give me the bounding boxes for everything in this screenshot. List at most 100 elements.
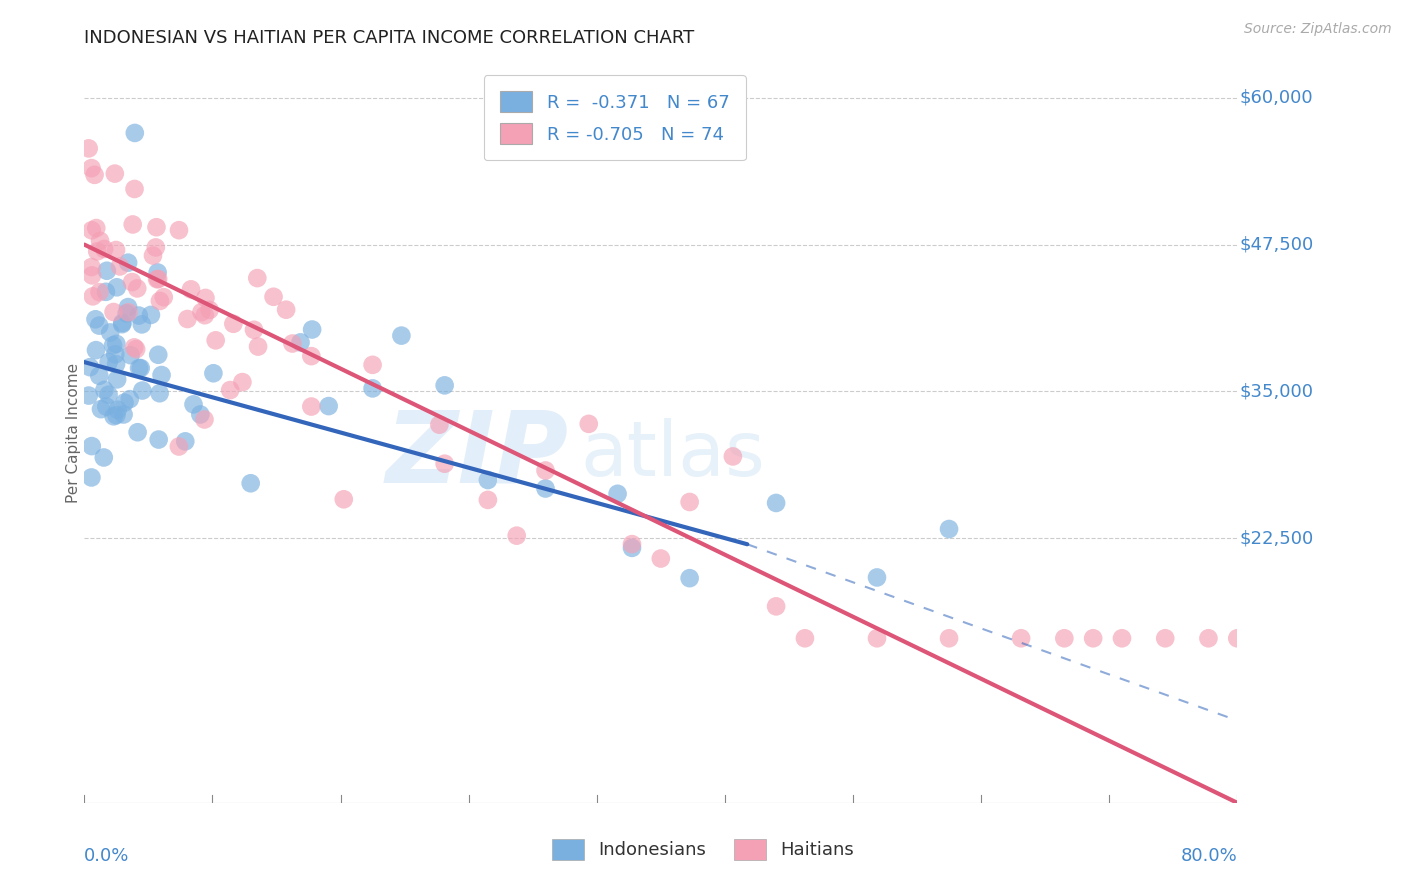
Point	[117, 255, 139, 269]
Point	[152, 290, 174, 304]
Point	[118, 392, 141, 406]
Point	[534, 463, 557, 477]
Point	[94, 285, 117, 299]
Point	[866, 570, 889, 584]
Point	[122, 340, 145, 354]
Point	[148, 348, 170, 362]
Point	[124, 126, 146, 140]
Point	[149, 293, 172, 308]
Point	[146, 265, 169, 279]
Point	[679, 495, 702, 509]
Text: atlas: atlas	[581, 417, 765, 491]
Point	[105, 372, 128, 386]
Point	[79, 360, 101, 375]
Legend: R =  -0.371   N = 67, R = -0.705   N = 74: R = -0.371 N = 67, R = -0.705 N = 74	[484, 75, 745, 161]
Legend: Indonesians, Haitians: Indonesians, Haitians	[544, 831, 862, 867]
Point	[145, 220, 167, 235]
Point	[506, 529, 529, 543]
Point	[190, 408, 212, 422]
Point	[318, 399, 340, 413]
Point	[127, 281, 149, 295]
Point	[77, 388, 100, 402]
Point	[121, 275, 143, 289]
Point	[131, 384, 153, 398]
Point	[107, 402, 129, 417]
Point	[129, 361, 152, 376]
Point	[105, 280, 128, 294]
Point	[97, 355, 120, 369]
Point	[89, 285, 111, 300]
Point	[89, 368, 111, 383]
Point	[80, 470, 103, 484]
Text: $47,500: $47,500	[1240, 235, 1313, 253]
Point	[150, 368, 173, 382]
Point	[621, 537, 644, 551]
Point	[621, 541, 644, 555]
Point	[198, 302, 221, 317]
Point	[139, 308, 162, 322]
Point	[246, 271, 269, 285]
Point	[111, 317, 134, 331]
Point	[104, 167, 127, 181]
Point	[121, 218, 143, 232]
Point	[180, 282, 202, 296]
Point	[82, 289, 104, 303]
Point	[101, 338, 124, 352]
Point	[243, 323, 266, 337]
Point	[80, 439, 103, 453]
Point	[333, 492, 356, 507]
Point	[391, 328, 413, 343]
Point	[299, 400, 322, 414]
Point	[93, 383, 115, 397]
Point	[80, 223, 103, 237]
Point	[115, 306, 138, 320]
Point	[361, 381, 384, 395]
Point	[606, 487, 628, 501]
Point	[290, 335, 312, 350]
Point	[167, 223, 190, 237]
Point	[299, 349, 322, 363]
Point	[167, 440, 190, 454]
Point	[176, 312, 198, 326]
Point	[145, 240, 167, 254]
Point	[105, 357, 128, 371]
Point	[765, 599, 787, 614]
Point	[128, 309, 150, 323]
Point	[193, 412, 215, 426]
Point	[104, 347, 127, 361]
Point	[222, 317, 245, 331]
Point	[96, 264, 118, 278]
Point	[97, 387, 120, 401]
Point	[194, 308, 217, 322]
Point	[93, 450, 115, 465]
Point	[433, 378, 456, 392]
Point	[124, 182, 146, 196]
Point	[765, 496, 787, 510]
Point	[219, 383, 242, 397]
Text: ZIP: ZIP	[385, 407, 568, 503]
Point	[89, 234, 111, 248]
Point	[103, 409, 125, 424]
Point	[281, 336, 304, 351]
Text: 80.0%: 80.0%	[1181, 847, 1237, 865]
Point	[721, 450, 744, 464]
Point	[534, 482, 557, 496]
Point	[103, 305, 125, 319]
Point	[77, 141, 100, 155]
Point	[108, 260, 131, 274]
Point	[93, 242, 115, 256]
Point	[202, 366, 225, 380]
Point	[105, 408, 128, 422]
Point	[477, 492, 499, 507]
Point	[204, 334, 226, 348]
Point	[1010, 632, 1032, 646]
Point	[276, 302, 298, 317]
Point	[1198, 632, 1220, 646]
Text: Source: ZipAtlas.com: Source: ZipAtlas.com	[1244, 22, 1392, 37]
Point	[84, 221, 107, 235]
Text: INDONESIAN VS HAITIAN PER CAPITA INCOME CORRELATION CHART: INDONESIAN VS HAITIAN PER CAPITA INCOME …	[84, 29, 695, 47]
Point	[650, 551, 672, 566]
Point	[84, 312, 107, 326]
Point	[125, 342, 148, 356]
Point	[938, 522, 960, 536]
